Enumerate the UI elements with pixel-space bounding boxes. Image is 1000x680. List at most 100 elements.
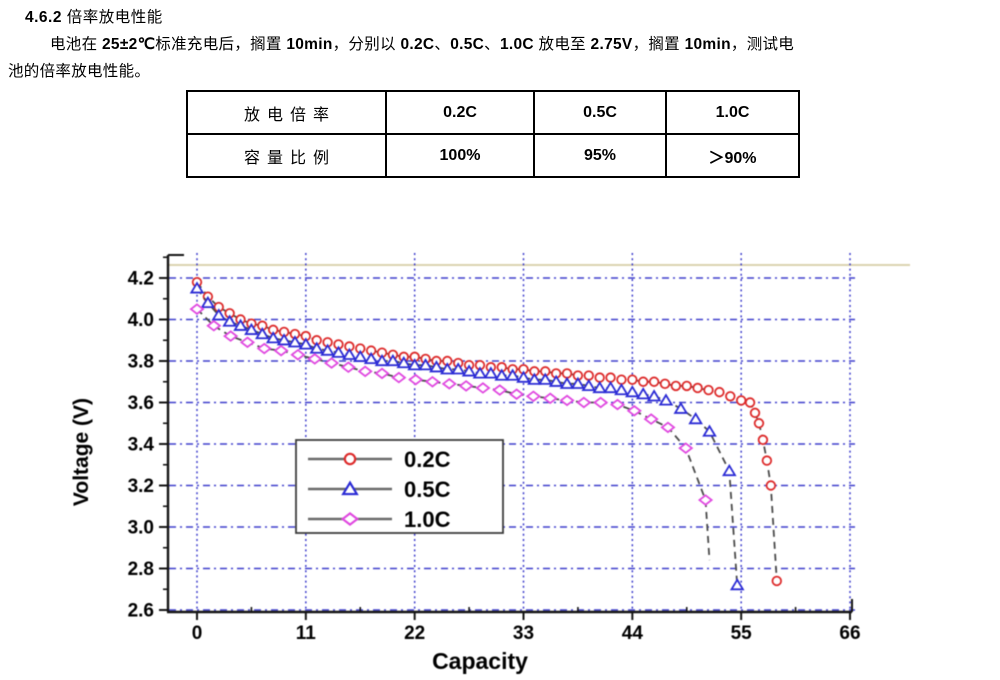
triangle-marker (189, 281, 205, 294)
triangle-marker (527, 372, 542, 385)
x-tick-label: 0 (192, 623, 203, 644)
triangle-marker (483, 366, 499, 379)
triangle-marker (722, 463, 737, 477)
circle-marker (561, 368, 573, 379)
table-row: 容量比例 100% 95% ＞90% (186, 133, 800, 178)
x-tick-label: 55 (731, 623, 753, 644)
text-segment: ，测试电 (730, 36, 795, 53)
diamond-marker (458, 380, 474, 392)
chart-legend: 0.2C 0.5C 1.0C (295, 439, 504, 534)
diamond-marker (290, 348, 306, 361)
legend-box (295, 439, 504, 534)
y-tick-label: 3.4 (128, 435, 155, 456)
triangle-marker (309, 341, 325, 354)
diamond-marker (357, 365, 373, 378)
triangle-marker (646, 389, 662, 402)
triangle-marker (211, 308, 227, 321)
legend-label: 0.2C (404, 447, 451, 472)
circle-marker (343, 452, 357, 466)
diamond-marker (697, 494, 714, 506)
x-tick-label: 11 (296, 623, 317, 644)
triangle-marker (200, 295, 216, 308)
diamond-marker (660, 421, 676, 434)
diamond-marker (307, 353, 323, 365)
text-segment: 0.2C (400, 36, 435, 53)
chart-ticks: 0 11 22 33 44 55 66 2.6 2.8 3.0 3.2 3.4 3.6 3.8 4.0 4.2 (128, 256, 861, 644)
table-row: 放电倍率 0.2C 0.5C 1.0C (186, 90, 800, 135)
triangle-marker (222, 314, 237, 327)
y-tick-label: 4.0 (128, 310, 154, 331)
triangle-marker (559, 376, 575, 389)
triangle-marker (472, 366, 488, 379)
circle-marker (703, 384, 714, 396)
cell-discharge-rate-label: 放电倍率 (186, 90, 387, 135)
x-tick-label: 33 (513, 623, 534, 644)
circle-marker (648, 376, 660, 387)
circle-marker (771, 575, 782, 587)
x-tick-label: 66 (839, 623, 860, 644)
triangle-marker (603, 380, 618, 394)
triangle-marker (658, 393, 674, 406)
triangle-marker (570, 376, 586, 389)
triangle-marker (581, 378, 597, 392)
diamond-marker (475, 382, 491, 394)
legend-item-0-5c: 0.5C (308, 477, 451, 502)
y-tick-label: 3.6 (128, 393, 154, 414)
cell-capacity-ratio-label: 容量比例 (186, 133, 387, 178)
text-segment: 电池在 (50, 36, 103, 53)
circle-marker (627, 374, 638, 385)
text-segment: 标准充电后，搁置 (155, 36, 287, 53)
text-segment: ，分别以 (332, 36, 401, 53)
circle-marker (749, 407, 761, 419)
series-0-2c (191, 276, 782, 587)
y-axis-title: Voltage (V) (70, 398, 93, 506)
circle-marker (594, 372, 605, 383)
diamond-marker (492, 384, 508, 396)
diamond-marker (273, 344, 289, 357)
section-heading: 4.6.2 倍率放电性能 (25, 5, 163, 27)
circle-marker (735, 395, 747, 406)
diamond-marker (525, 390, 541, 403)
diamond-marker (323, 357, 340, 369)
diamond-marker (626, 404, 642, 417)
text-segment: 、 (484, 36, 500, 53)
triangle-marker (429, 360, 444, 373)
text-segment: 放电至 (533, 36, 591, 53)
triangle-marker (461, 364, 477, 377)
triangle-marker (505, 368, 520, 381)
triangle-marker (625, 385, 640, 398)
y-tick-label: 3.0 (128, 518, 154, 539)
diamond-marker (576, 396, 592, 409)
triangle-marker (494, 368, 510, 381)
circle-marker (616, 374, 627, 385)
triangle-marker (729, 578, 745, 591)
text-segment: ，搁置 (632, 36, 685, 53)
triangle-marker (592, 380, 607, 394)
y-tick-label: 2.6 (128, 601, 154, 622)
circle-marker (714, 386, 725, 398)
intro-paragraph-line2: 池的倍率放电性能。 (8, 59, 150, 81)
triangle-marker (396, 356, 412, 369)
text-segment: 池的倍率放电性能。 (8, 63, 151, 80)
rate-discharge-chart-svg: 0 11 22 33 44 55 66 2.6 2.8 3.0 3.2 3.4 3.6 3.8 4.0 4.2… (70, 253, 910, 674)
y-tick-label: 4.2 (128, 269, 154, 290)
series-1-0c (189, 303, 714, 561)
chart-axes (166, 254, 853, 614)
rate-discharge-chart: 0 11 22 33 44 55 66 2.6 2.8 3.0 3.2 3.4 3.6 3.8 4.0 4.2… (60, 235, 910, 680)
diamond-marker (340, 361, 356, 374)
text-segment: 25±2℃ (102, 36, 156, 53)
triangle-marker (537, 372, 553, 385)
text-segment: 倍率放电性能 (61, 9, 163, 26)
triangle-marker (341, 480, 359, 496)
triangle-marker (276, 333, 292, 346)
text-segment: 2.75V (590, 36, 633, 53)
triangle-marker (265, 331, 281, 344)
cell-rate-0-2c: 0.2C (385, 90, 535, 135)
text-segment: 、 (434, 36, 451, 53)
triangle-marker (255, 326, 270, 340)
circle-marker (638, 376, 649, 387)
y-tick-label: 3.8 (128, 352, 154, 373)
triangle-marker (418, 358, 433, 371)
triangle-marker (374, 353, 390, 367)
triangle-marker (342, 347, 357, 360)
